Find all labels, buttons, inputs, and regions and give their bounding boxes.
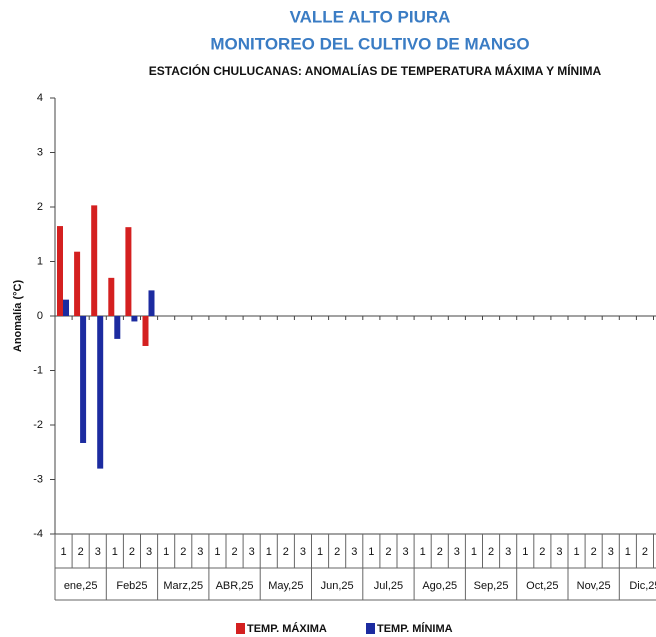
x-tick-label: 1 (522, 546, 528, 558)
bar (114, 316, 121, 339)
bar (80, 316, 87, 443)
x-tick-label: 1 (625, 546, 631, 558)
bar (97, 316, 104, 469)
y-tick-label: -4 (33, 528, 43, 540)
y-tick-label: 0 (37, 310, 43, 322)
x-tick-label: 2 (642, 546, 648, 558)
group-label: Jun,25 (321, 580, 354, 592)
group-label: Feb25 (116, 580, 147, 592)
y-tick-label: -1 (33, 364, 43, 376)
bar (57, 226, 63, 316)
x-tick-label: 2 (591, 546, 597, 558)
x-tick-label: 1 (368, 546, 374, 558)
group-label: Nov,25 (577, 580, 611, 592)
legend-swatch (366, 623, 375, 634)
x-tick-label: 3 (197, 546, 203, 558)
bar (91, 205, 98, 316)
chart-subtitle: MONITOREO DEL CULTIVO DE MANGO (210, 34, 529, 53)
bar (74, 251, 81, 316)
x-tick-label: 2 (539, 546, 545, 558)
x-tick-label: 2 (488, 546, 494, 558)
x-tick-label: 3 (300, 546, 306, 558)
x-tick-label: 3 (505, 546, 511, 558)
y-tick-label: 1 (37, 255, 43, 267)
x-tick-label: 2 (180, 546, 186, 558)
bar (148, 290, 155, 316)
x-tick-label: 3 (95, 546, 101, 558)
x-tick-label: 2 (283, 546, 289, 558)
x-tick-label: 1 (112, 546, 118, 558)
bar (125, 227, 132, 316)
x-tick-label: 1 (420, 546, 426, 558)
x-tick-label: 1 (317, 546, 323, 558)
group-label: May,25 (268, 580, 303, 592)
x-tick-label: 3 (351, 546, 357, 558)
y-tick-label: 2 (37, 201, 43, 213)
x-tick-label: 1 (266, 546, 272, 558)
legend-label: TEMP. MÍNIMA (377, 622, 453, 635)
x-tick-label: 2 (78, 546, 84, 558)
x-tick-label: 3 (402, 546, 408, 558)
group-label: Dic,25 (629, 580, 656, 592)
group-label: Jul,25 (374, 580, 403, 592)
chart-title: VALLE ALTO PIURA (290, 7, 451, 26)
legend-swatch (236, 623, 245, 634)
x-tick-label: 1 (573, 546, 579, 558)
bar (131, 316, 138, 322)
group-label: Oct,25 (526, 580, 558, 592)
plot-title: ESTACIÓN CHULUCANAS: ANOMALÍAS DE TEMPER… (149, 63, 602, 78)
x-tick-label: 2 (129, 546, 135, 558)
y-tick-label: 3 (37, 146, 43, 158)
x-tick-label: 1 (163, 546, 169, 558)
group-label: Ago,25 (422, 580, 457, 592)
group-label: Sep,25 (474, 580, 509, 592)
x-tick-label: 2 (334, 546, 340, 558)
y-tick-label: -3 (33, 473, 43, 485)
y-tick-label: -2 (33, 419, 43, 431)
x-tick-label: 1 (214, 546, 220, 558)
x-tick-label: 2 (437, 546, 443, 558)
bar (63, 299, 69, 316)
x-tick-label: 3 (608, 546, 614, 558)
x-tick-label: 3 (556, 546, 562, 558)
group-label: Marz,25 (163, 580, 203, 592)
x-tick-label: 3 (146, 546, 152, 558)
x-tick-label: 2 (385, 546, 391, 558)
group-label: ene,25 (64, 580, 98, 592)
group-label: ABR,25 (216, 580, 254, 592)
y-tick-label: 4 (37, 92, 43, 104)
x-tick-label: 1 (60, 546, 66, 558)
x-tick-label: 2 (231, 546, 237, 558)
bar (142, 316, 149, 346)
bar (108, 277, 115, 316)
legend-label: TEMP. MÁXIMA (247, 622, 327, 635)
x-tick-label: 3 (249, 546, 255, 558)
x-tick-label: 1 (471, 546, 477, 558)
x-tick-label: 3 (454, 546, 460, 558)
y-axis-label: Anomalía (°C) (12, 280, 24, 353)
